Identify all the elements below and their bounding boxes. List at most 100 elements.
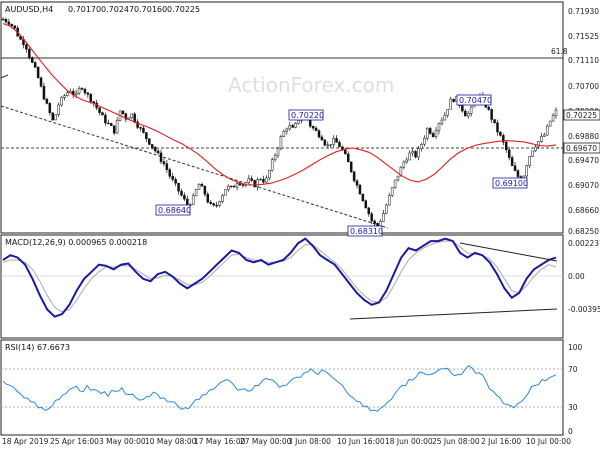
candle-body (499, 131, 502, 136)
macd-title: MACD(12,26,9) 0.000965 0.000218 (5, 238, 147, 247)
candle-body (48, 103, 52, 114)
candle-body (440, 119, 444, 124)
candle-body (355, 180, 359, 186)
candle-body (364, 200, 368, 209)
candle-body (326, 144, 330, 146)
candle-body (51, 112, 54, 121)
time-x-axis: 18 Apr 2019 25 Apr 16:00 3 May 00:00 10 … (2, 437, 571, 446)
annotation-box (347, 225, 383, 237)
candle-body (428, 128, 432, 134)
candle-body (507, 149, 511, 158)
candle-body (437, 122, 441, 131)
candle-body (329, 144, 332, 146)
candle-body (83, 88, 87, 94)
candle-body (516, 170, 520, 177)
candle-body (276, 148, 280, 156)
macd-panel (0, 234, 564, 339)
annotation-box (456, 94, 492, 106)
candle-body (469, 106, 473, 114)
candle-body (505, 141, 508, 151)
candle-body (446, 108, 449, 116)
candle-body (98, 107, 101, 113)
ohlc-close: 0.70225 (167, 5, 200, 14)
candle-body (268, 170, 271, 179)
candle-body (311, 126, 315, 129)
candle-body (344, 149, 347, 155)
candle-body (390, 187, 394, 196)
candle-body (218, 201, 221, 206)
candle-body (28, 48, 31, 58)
candle-body (466, 113, 470, 117)
candle-body (382, 213, 385, 222)
candle-body (180, 190, 183, 196)
candle-body (171, 176, 174, 180)
candle-body (411, 151, 414, 154)
ohlc-low: 0.70160 (134, 5, 167, 14)
time-tick-label: 3 Jun 08:00 (288, 437, 331, 446)
candle-body (215, 204, 218, 207)
candle-body (66, 92, 69, 96)
dashed-level-box (563, 142, 600, 154)
candle-body (227, 185, 230, 190)
rsi-line (2, 364, 557, 412)
candle-body (235, 183, 239, 188)
rsi-tick-label: 70 (568, 365, 578, 374)
annotation-box (492, 177, 528, 189)
candle-body (431, 133, 435, 137)
candle-body (426, 128, 429, 139)
candle-body (405, 159, 409, 163)
candle-body (177, 182, 180, 192)
candle-body (31, 57, 34, 63)
candle-body (60, 97, 63, 106)
candle-body (250, 178, 253, 181)
candle-body (332, 138, 335, 145)
candle-body (168, 169, 172, 177)
watermark: ActionForex.com (228, 73, 394, 97)
candle-body (86, 92, 90, 95)
candle-body (487, 106, 490, 110)
candle-body (297, 120, 300, 124)
candle-body (259, 178, 262, 181)
rsi-tick-label: 100 (568, 343, 583, 352)
ohlc-open: 0.70170 (68, 5, 101, 14)
candle-body (537, 141, 540, 148)
candle-body (370, 213, 373, 222)
candle-body (145, 132, 148, 139)
fib-label: 61.8 (551, 47, 568, 56)
candle-body (200, 184, 204, 187)
candle-body (162, 161, 166, 164)
candle-body (63, 95, 66, 98)
dashed-level-label: 0.69670 (566, 144, 597, 153)
candle-body (358, 184, 362, 195)
candle-body (540, 136, 543, 142)
time-tick-label: 25 Apr 16:00 (50, 437, 99, 446)
annotation-label: 0.68640 (158, 206, 191, 215)
candle-body (224, 189, 227, 196)
candle-body (502, 135, 505, 143)
candle-body (443, 114, 447, 121)
annotation-box (288, 109, 324, 121)
annotation-label: 0.69100 (495, 179, 528, 188)
candle-body (206, 194, 210, 203)
candle-body (285, 128, 289, 132)
candle-body (150, 144, 154, 148)
candle-body (279, 136, 283, 149)
candle-body (112, 125, 116, 134)
rsi-tick-label: 0 (568, 427, 573, 436)
candle-body (352, 171, 356, 182)
time-tick-label: 27 May 00:00 (240, 437, 292, 446)
candle-body (174, 179, 177, 184)
candle-body (194, 189, 198, 196)
candle-body (89, 94, 93, 102)
candle-body (197, 184, 201, 190)
rsi-tick-label: 30 (568, 403, 578, 412)
ohlc-high: 0.70247 (101, 5, 134, 14)
candle-body (531, 150, 534, 157)
candle-body (349, 161, 353, 173)
candle-body (57, 104, 60, 115)
candle-body (209, 201, 212, 204)
time-tick-label: 10 Jul 00:00 (526, 437, 571, 446)
candle-body (104, 114, 107, 124)
